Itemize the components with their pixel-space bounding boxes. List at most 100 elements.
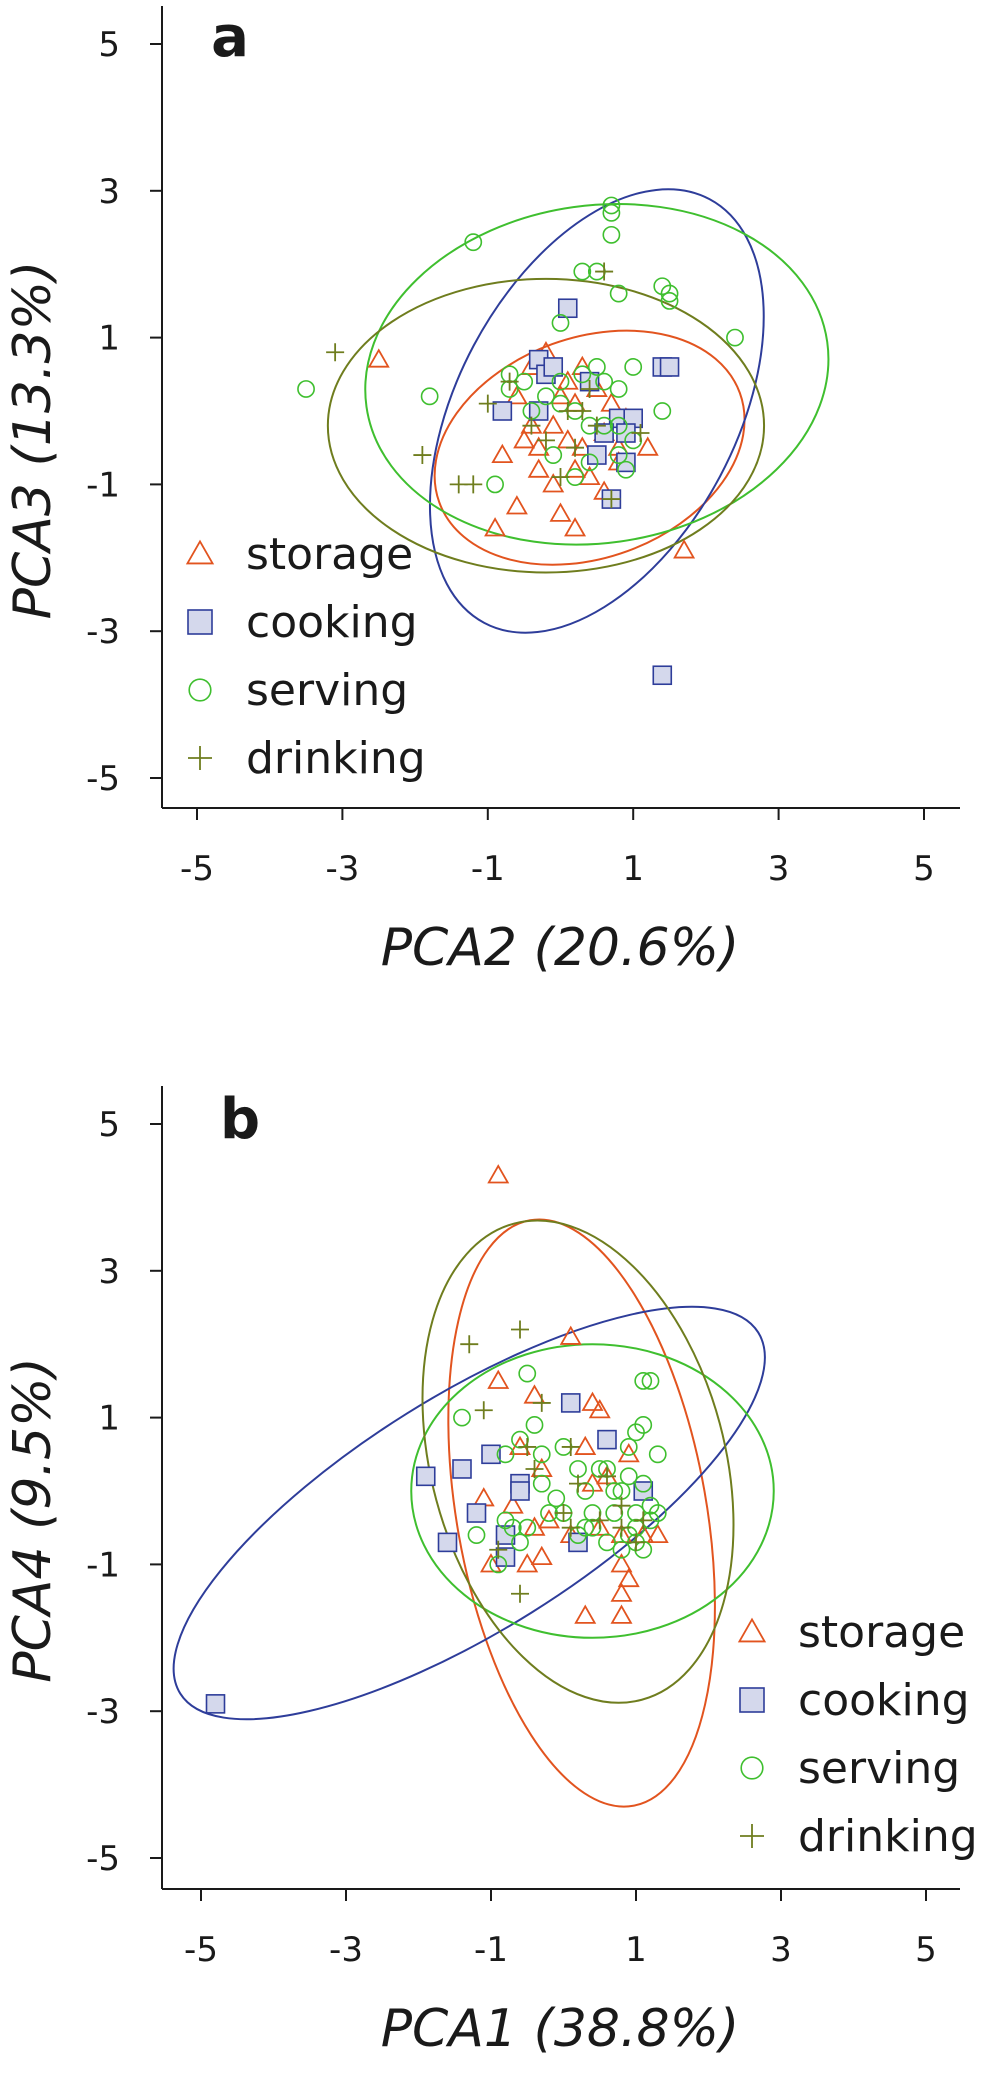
serving-point bbox=[740, 1756, 764, 1780]
y-tick-label: -3 bbox=[86, 612, 120, 652]
y-tick-label: -5 bbox=[86, 759, 120, 799]
cooking-point bbox=[492, 401, 513, 421]
storage-point bbox=[513, 429, 536, 449]
storage-point bbox=[636, 436, 659, 456]
y-axis-label: PCA4 (9.5%) bbox=[3, 1357, 63, 1683]
drinking-point bbox=[460, 1335, 479, 1354]
storage-point bbox=[610, 1582, 633, 1602]
drinking-point bbox=[518, 1437, 537, 1456]
serving-point bbox=[511, 1533, 529, 1552]
serving-point bbox=[634, 1416, 653, 1434]
cooking-point bbox=[437, 1532, 458, 1553]
storage-point bbox=[564, 458, 587, 478]
cooking-point bbox=[481, 1444, 501, 1465]
drinking-point bbox=[489, 1540, 508, 1559]
storage-point bbox=[472, 1487, 495, 1507]
serving-point bbox=[496, 1445, 515, 1464]
storage-point bbox=[530, 1545, 553, 1566]
y-tick-label: 1 bbox=[98, 319, 120, 359]
drinking-point bbox=[188, 746, 212, 770]
serving-point bbox=[453, 1408, 471, 1427]
serving-point bbox=[605, 1504, 624, 1522]
serving-point bbox=[464, 233, 483, 252]
serving-point bbox=[619, 1467, 638, 1486]
storage-series bbox=[367, 341, 696, 559]
drinking-point bbox=[627, 1533, 645, 1552]
cooking-point bbox=[597, 1429, 617, 1450]
serving-point bbox=[726, 328, 744, 347]
cooking-point bbox=[205, 1694, 226, 1714]
y-tick-label: 3 bbox=[98, 172, 120, 212]
cooking-point bbox=[739, 1687, 765, 1713]
panel-label: a bbox=[211, 5, 249, 70]
drinking-point bbox=[500, 372, 519, 391]
cooking-ellipse bbox=[172, 1305, 766, 1721]
drinking-series bbox=[460, 1320, 653, 1603]
x-tick-label: 3 bbox=[770, 1930, 792, 1970]
cooking-point bbox=[466, 1503, 487, 1523]
cooking-point bbox=[510, 1481, 530, 1501]
y-tick-label: 5 bbox=[98, 25, 120, 65]
drinking-point bbox=[612, 1518, 631, 1537]
x-tick-label: -1 bbox=[474, 1930, 508, 1970]
drinking-point bbox=[478, 394, 497, 413]
serving-point bbox=[634, 1372, 653, 1390]
serving-point bbox=[583, 1518, 602, 1537]
legend-label-drinking: drinking bbox=[798, 1811, 978, 1862]
legend-label-cooking: cooking bbox=[798, 1675, 970, 1726]
cooking-point bbox=[452, 1459, 472, 1479]
serving-point bbox=[188, 678, 212, 702]
serving-point bbox=[660, 284, 679, 303]
serving-point bbox=[544, 446, 563, 464]
serving-point bbox=[598, 1533, 616, 1552]
storage-point bbox=[571, 436, 594, 456]
storage-point bbox=[588, 1398, 611, 1419]
serving-point bbox=[609, 446, 628, 464]
storage-point bbox=[549, 385, 572, 405]
storage-point bbox=[617, 1567, 640, 1588]
storage-point bbox=[610, 1604, 633, 1624]
serving-point bbox=[595, 372, 614, 391]
serving-point bbox=[602, 196, 621, 215]
legend-label-cooking: cooking bbox=[246, 597, 418, 648]
storage-point bbox=[559, 1325, 582, 1345]
drinking-point bbox=[631, 424, 650, 443]
drinking-point bbox=[569, 1474, 587, 1493]
storage-point bbox=[487, 1369, 510, 1389]
legend-marker-storage bbox=[737, 1617, 767, 1643]
drinking-point bbox=[511, 1584, 529, 1603]
drinking-point bbox=[580, 379, 599, 398]
serving-point bbox=[605, 1482, 624, 1500]
serving-point bbox=[525, 1416, 544, 1434]
serving-series bbox=[453, 1364, 667, 1574]
drinking-point bbox=[740, 1824, 764, 1848]
storage-point bbox=[646, 1523, 669, 1544]
serving-point bbox=[648, 1445, 667, 1464]
serving-point bbox=[609, 284, 628, 303]
y-tick-label: 3 bbox=[98, 1252, 120, 1292]
drinking-point bbox=[612, 1496, 631, 1515]
storage-point bbox=[549, 502, 572, 522]
storage-point bbox=[673, 539, 696, 559]
legend-label-storage: storage bbox=[246, 529, 413, 580]
y-tick-label: 5 bbox=[98, 1105, 120, 1145]
serving-point bbox=[653, 402, 672, 420]
x-axis-label: PCA1 (38.8%) bbox=[381, 1999, 740, 2059]
serving-point bbox=[532, 1445, 551, 1464]
storage-point bbox=[491, 443, 514, 464]
legend-label-storage: storage bbox=[798, 1607, 965, 1658]
y-tick-label: -5 bbox=[86, 1839, 120, 1879]
serving-point bbox=[511, 1430, 529, 1449]
cooking-point bbox=[557, 298, 578, 319]
legend-marker-storage bbox=[185, 539, 215, 565]
legend-marker-cooking bbox=[187, 609, 213, 635]
storage-point bbox=[581, 1391, 604, 1411]
serving-point bbox=[518, 1364, 537, 1383]
storage-point bbox=[505, 385, 528, 405]
x-tick-label: -1 bbox=[471, 849, 505, 889]
serving-point bbox=[602, 225, 621, 244]
storage-point bbox=[542, 473, 565, 493]
serving-point bbox=[624, 358, 643, 376]
serving-point bbox=[573, 365, 592, 384]
serving-point bbox=[627, 1504, 645, 1522]
